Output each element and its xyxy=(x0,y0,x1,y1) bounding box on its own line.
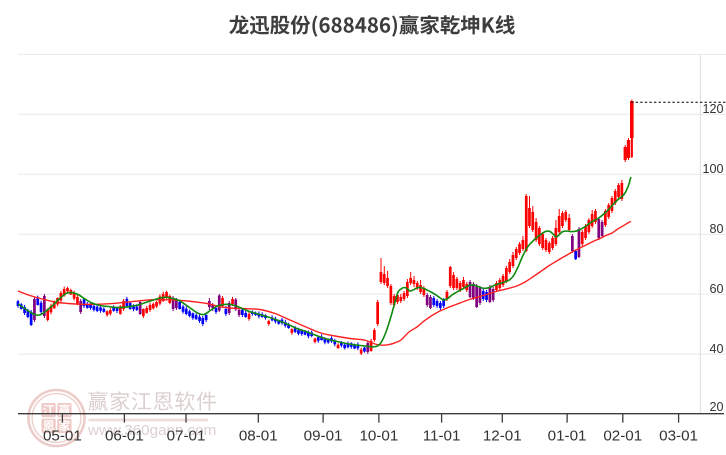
svg-text:05-01: 05-01 xyxy=(43,427,82,444)
svg-text:02-01: 02-01 xyxy=(603,427,642,444)
svg-text:01-01: 01-01 xyxy=(548,427,587,444)
svg-text:11-01: 11-01 xyxy=(423,427,461,444)
svg-text:03-01: 03-01 xyxy=(659,427,698,444)
svg-text:www.360gann.com: www.360gann.com xyxy=(87,422,216,439)
svg-text:09-01: 09-01 xyxy=(304,427,343,444)
svg-text:10-01: 10-01 xyxy=(359,427,398,444)
svg-text:100: 100 xyxy=(702,162,723,176)
svg-text:08-01: 08-01 xyxy=(239,427,278,444)
svg-text:40: 40 xyxy=(709,342,723,356)
svg-text:80: 80 xyxy=(709,222,723,236)
svg-text:60: 60 xyxy=(709,282,723,296)
svg-text:20: 20 xyxy=(709,400,723,414)
svg-text:120: 120 xyxy=(702,102,723,116)
svg-text:06-01: 06-01 xyxy=(105,427,144,444)
svg-text:12-01: 12-01 xyxy=(483,427,522,444)
svg-text:07-01: 07-01 xyxy=(167,427,206,444)
